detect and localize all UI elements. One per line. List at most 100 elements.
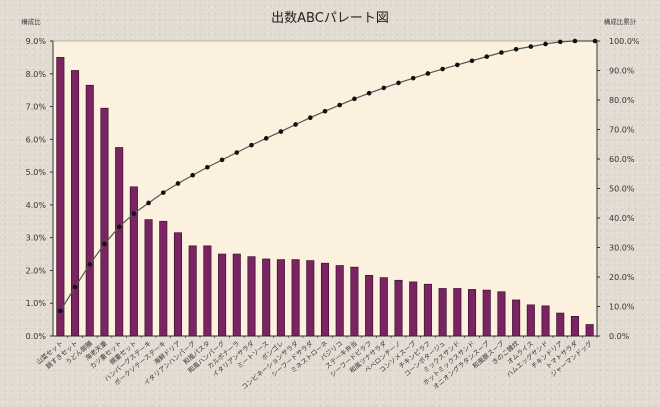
bar <box>585 324 594 337</box>
bar <box>512 299 521 337</box>
bar <box>570 315 579 337</box>
bar <box>379 277 388 337</box>
bar <box>468 289 477 337</box>
right-tick-label: 90.0% <box>609 67 635 76</box>
left-tick-label: 0.0% <box>26 332 47 341</box>
cumulative-point <box>293 122 298 127</box>
left-tick-label: 5.0% <box>26 168 47 177</box>
bar <box>71 70 80 337</box>
bar <box>556 312 565 337</box>
right-tick-label: 30.0% <box>609 244 635 253</box>
cumulative-point <box>146 200 151 206</box>
cumulative-point <box>455 62 460 68</box>
cumulative-point <box>425 71 431 76</box>
cumulative-point <box>249 142 254 148</box>
cumulative-point <box>440 66 445 72</box>
cumulative-point <box>572 38 578 44</box>
bar <box>365 275 374 337</box>
left-tick-label: 6.0% <box>26 135 47 144</box>
category-labels: 山菜セット鍋すきセットうどん御膳海老天重カツ重セット親重セットハンバーグステーキ… <box>34 338 594 391</box>
bar <box>423 283 432 337</box>
cumulative-point <box>72 284 78 290</box>
bar <box>394 279 403 337</box>
bar <box>350 266 359 337</box>
right-tick-label: 50.0% <box>609 185 635 194</box>
cumulative-point <box>543 41 548 47</box>
left-tick-label: 7.0% <box>26 103 47 112</box>
bar <box>262 258 271 337</box>
cumulative-point <box>499 50 504 55</box>
cumulative-point <box>234 150 240 155</box>
bar <box>541 305 550 337</box>
cumulative-point <box>513 46 519 52</box>
cumulative-point <box>116 224 122 230</box>
cumulative-point <box>366 90 372 96</box>
bar <box>232 253 241 337</box>
cumulative-point <box>190 172 195 178</box>
bar <box>276 259 285 337</box>
cumulative-point <box>322 108 328 114</box>
right-axis: 0.0% 10.0% 20.0% 30.0% 40.0% 50.0% 60.0% 70.0% 8… <box>596 37 640 341</box>
cumulative-point <box>381 85 387 91</box>
cumulative-point <box>307 115 313 120</box>
bar <box>306 260 315 337</box>
bar <box>482 289 491 337</box>
left-axis: 0.0% 1.0% 2.0% 3.0% 4.0% 5.0% 6.0% 7.0% 8.0% 9.0% <box>26 37 597 341</box>
cumulative-point <box>484 54 490 59</box>
left-tick-label: 2.0% <box>26 266 47 275</box>
cumulative-point <box>205 164 210 170</box>
left-tick-label: 9.0% <box>26 37 47 46</box>
bar <box>144 219 153 337</box>
bar <box>291 259 300 337</box>
bar <box>320 262 330 337</box>
bar <box>159 220 168 337</box>
right-tick-label: 70.0% <box>609 126 635 135</box>
bar <box>335 265 344 337</box>
right-tick-label: 100.0% <box>609 37 640 46</box>
bar <box>438 288 447 337</box>
cumulative-point <box>557 39 563 45</box>
cumulative-line-series <box>58 38 598 314</box>
cumulative-point <box>58 308 63 314</box>
bar <box>100 107 109 337</box>
cumulative-point <box>592 38 598 44</box>
cumulative-point <box>131 211 137 216</box>
bar <box>409 281 418 337</box>
right-tick-label: 60.0% <box>609 155 635 164</box>
cumulative-point <box>175 181 181 186</box>
left-axis-title: 構成比 <box>21 17 41 26</box>
bar-series <box>56 57 598 338</box>
right-tick-label: 0.0% <box>609 332 630 341</box>
right-tick-label: 80.0% <box>609 96 635 105</box>
left-tick-label: 8.0% <box>26 70 47 79</box>
bar <box>453 288 462 337</box>
bar <box>173 232 182 337</box>
cumulative-point <box>337 102 343 108</box>
bar <box>247 256 256 337</box>
bar <box>188 245 197 337</box>
right-axis-title: 構成比累計 <box>604 17 637 26</box>
bar <box>129 186 138 337</box>
right-tick-label: 40.0% <box>609 214 635 223</box>
cumulative-point <box>87 262 93 267</box>
cumulative-point <box>396 80 401 86</box>
cumulative-point <box>219 157 225 163</box>
cumulative-point <box>352 96 357 102</box>
bar <box>85 84 94 337</box>
bar <box>56 57 65 337</box>
cumulative-point <box>469 58 475 64</box>
left-tick-label: 3.0% <box>26 234 47 243</box>
left-tick-label: 1.0% <box>26 299 47 308</box>
cumulative-point <box>263 136 269 141</box>
cumulative-point <box>278 129 284 134</box>
chart-title: 出数ABCパレート図 <box>271 11 389 26</box>
bar <box>218 253 227 337</box>
bar <box>115 147 124 337</box>
cumulative-point <box>160 190 166 195</box>
right-tick-label: 10.0% <box>609 303 635 312</box>
bar <box>497 291 506 337</box>
cumulative-point <box>528 44 534 49</box>
bar <box>526 304 535 337</box>
bar <box>203 245 212 337</box>
